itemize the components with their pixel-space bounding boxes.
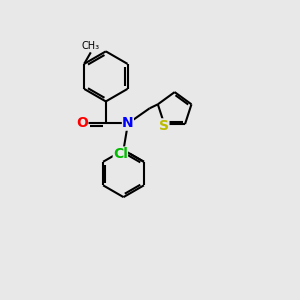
Text: S: S bbox=[159, 118, 169, 133]
Text: O: O bbox=[76, 116, 88, 130]
Text: N: N bbox=[122, 116, 134, 130]
Text: CH₃: CH₃ bbox=[82, 41, 100, 51]
Text: Cl: Cl bbox=[113, 147, 128, 161]
